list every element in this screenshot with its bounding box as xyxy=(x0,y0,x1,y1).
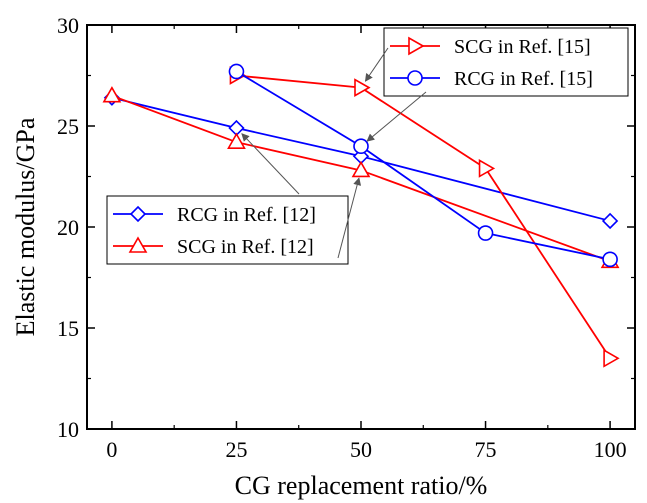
y-tick-label: 25 xyxy=(57,114,79,139)
x-axis-title: CG replacement ratio/% xyxy=(235,471,488,500)
y-tick-label: 30 xyxy=(57,13,79,38)
legend-marker xyxy=(129,205,147,223)
legend-label-rcg-in-ref-15: RCG in Ref. [15] xyxy=(454,68,593,90)
series-line xyxy=(236,74,611,359)
annotation-arrow xyxy=(241,133,300,195)
data-point xyxy=(228,63,245,80)
legend-label-scg-in-ref-15: SCG in Ref. [15] xyxy=(454,36,591,58)
y-tick-label: 20 xyxy=(57,215,79,240)
data-point xyxy=(354,78,371,97)
data-point xyxy=(602,251,618,268)
x-tick-label: 25 xyxy=(225,437,247,462)
legend-marker xyxy=(128,236,148,253)
data-point xyxy=(102,86,122,103)
series-line xyxy=(111,96,611,222)
legend-marker xyxy=(407,70,423,86)
x-tick-label: 75 xyxy=(475,437,497,462)
y-tick-label: 10 xyxy=(57,417,79,442)
data-point xyxy=(227,132,246,149)
data-point xyxy=(478,159,496,178)
data-point xyxy=(603,348,620,368)
data-point xyxy=(353,138,369,154)
data-point xyxy=(477,225,494,241)
legend-label-scg-in-ref-12: SCG in Ref. [12] xyxy=(177,236,314,258)
legend-middle-left: RCG in Ref. [12] SCG in Ref. [12] xyxy=(106,195,349,265)
legend-label-rcg-in-ref-12: RCG in Ref. [12] xyxy=(177,204,316,226)
annotation-arrow xyxy=(337,177,362,259)
series-line xyxy=(235,70,611,261)
series-line xyxy=(111,94,611,263)
data-point xyxy=(601,212,619,230)
legend-box xyxy=(383,27,629,97)
y-tick-label: 15 xyxy=(57,316,79,341)
data-point xyxy=(351,160,371,178)
x-tick-label: 0 xyxy=(106,437,117,462)
y-axis-title: Elastic modulus/GPa xyxy=(11,117,40,336)
legend-marker xyxy=(408,36,425,56)
legend-top-right: SCG in Ref. [15] RCG in Ref. [15] xyxy=(383,27,629,97)
x-tick-label: 100 xyxy=(594,437,627,462)
annotation-arrow xyxy=(364,47,389,82)
x-tick-label: 50 xyxy=(350,437,372,462)
series-rcg-in-ref-15 xyxy=(228,63,618,268)
annotation-arrow xyxy=(366,91,427,142)
